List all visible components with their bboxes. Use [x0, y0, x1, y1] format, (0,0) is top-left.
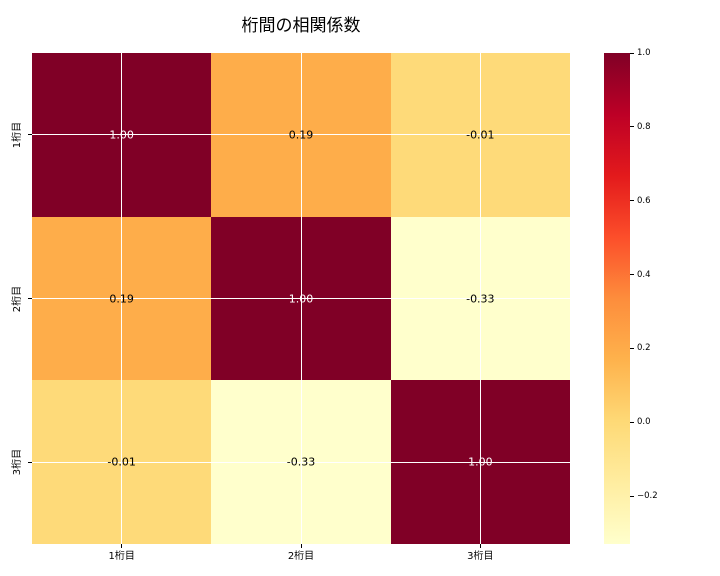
- colorbar-tick-label: −0.2: [637, 490, 658, 501]
- y-tick-label: 3桁目: [12, 448, 23, 476]
- heatmap-plot-area: 1.00 0.19 -0.01 0.19 1.00 -0.33 -0.01 -0.33 1.00: [32, 53, 570, 544]
- cell-value-label: 0.19: [288, 128, 314, 142]
- gridline-horizontal: [32, 461, 570, 463]
- colorbar-tickmark: [630, 200, 634, 202]
- colorbar: [604, 53, 630, 544]
- y-tickmark: [28, 134, 32, 136]
- colorbar-tickmark: [630, 274, 634, 275]
- gridline-horizontal: [32, 134, 570, 136]
- chart-title: 桁間の相関係数: [241, 16, 361, 36]
- colorbar-tickmark: [630, 421, 634, 423]
- x-tickmark: [121, 544, 123, 548]
- y-tickmark: [28, 461, 32, 463]
- colorbar-tick-label: 0.8: [637, 121, 651, 132]
- colorbar-tickmark: [630, 52, 634, 54]
- cell-value-label: 1.00: [109, 128, 134, 142]
- cell-value-label: 1.00: [468, 455, 493, 469]
- colorbar-tick-label: 0.6: [637, 195, 651, 206]
- cell-value-label: -0.33: [286, 455, 316, 469]
- colorbar-tick-label: 0.4: [637, 269, 651, 280]
- x-tickmark: [479, 544, 481, 548]
- y-tick-label: 1桁目: [12, 121, 23, 149]
- gridline-horizontal: [32, 298, 570, 299]
- colorbar-tick-label: 1.0: [637, 47, 651, 58]
- cell-value-label: -0.01: [107, 455, 136, 469]
- x-tick-label: 3桁目: [467, 551, 494, 562]
- cell-value-label: 0.19: [109, 292, 134, 305]
- colorbar-tick-label: 0.2: [637, 343, 651, 354]
- colorbar-tickmark: [630, 126, 634, 128]
- colorbar-tick-label: 0.0: [637, 416, 651, 427]
- y-tick-label: 2桁目: [12, 285, 23, 312]
- x-tickmark: [300, 544, 302, 548]
- cell-value-label: -0.33: [466, 292, 495, 305]
- x-tick-label: 2桁目: [287, 551, 315, 562]
- colorbar-tickmark: [630, 347, 634, 349]
- cell-value-label: -0.01: [466, 128, 495, 142]
- cell-value-label: 1.00: [288, 292, 314, 305]
- x-tick-label: 1桁目: [108, 551, 135, 562]
- colorbar-tickmark: [630, 495, 634, 497]
- y-tickmark: [28, 298, 32, 299]
